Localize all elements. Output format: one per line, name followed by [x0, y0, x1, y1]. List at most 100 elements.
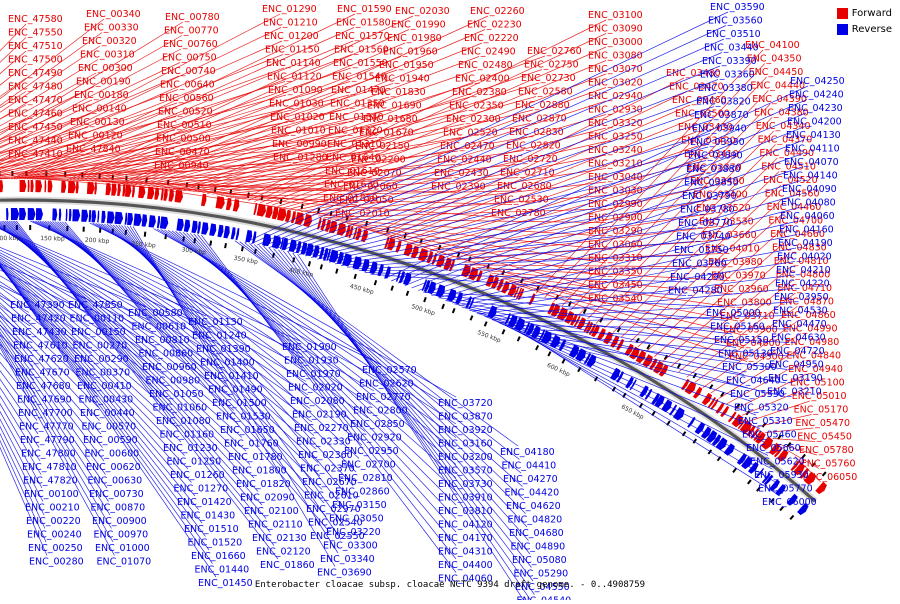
reverse-top-a-label: ENC_03870: [694, 110, 749, 121]
feature-mark: [548, 352, 550, 356]
reverse-bottom-f-label: ENC_03690: [317, 568, 372, 579]
forward-left-a-label: ENC_47490: [8, 68, 63, 79]
reverse-bottom-h-label: ENC_04270: [503, 474, 558, 485]
reverse-bottom-i-label: ENC_05320: [734, 403, 789, 414]
reverse-top-b-label: ENC_04250: [790, 76, 845, 87]
forward-mid-a-label: ENC_01980: [387, 33, 442, 44]
forward-right-a-label: ENC_02930: [588, 105, 643, 116]
reverse-bottom-i-label: ENC_05930: [754, 470, 809, 481]
reverse-swatch: [837, 24, 848, 35]
reverse-bottom-e-label: ENC_02330: [296, 437, 351, 448]
legend: Forward Reverse: [837, 8, 892, 40]
forward-right-a-label: ENC_03100: [588, 10, 643, 21]
reverse-bottom-f-label: ENC_02920: [347, 433, 402, 444]
reverse-bottom-i-label: ENC_05150: [714, 335, 769, 346]
forward-left-a-label: ENC_47510: [8, 41, 63, 52]
forward-gene-arrow: [122, 184, 125, 196]
reverse-bottom-i-label: ENC_05770: [758, 484, 813, 495]
reverse-gene-arrow: [149, 215, 156, 228]
forward-gene-arrow: [111, 184, 117, 196]
forward-right-a-label: ENC_03210: [588, 159, 643, 170]
forward-gene-arrow: [272, 207, 278, 220]
forward-left-c-label: ENC_00770: [164, 26, 219, 37]
reverse-bottom-i-label: ENC_05000: [706, 308, 761, 319]
reverse-bottom-b-label: ENC_00630: [88, 476, 143, 487]
reverse-gene-arrow: [11, 208, 19, 220]
reverse-gene-arrow: [59, 209, 62, 221]
forward-mid-b-label: ENC_02230: [467, 20, 522, 31]
forward-left-b-label: ENC_00120: [68, 131, 123, 142]
feature-mark: [165, 234, 166, 239]
reverse-bottom-h-label: ENC_05290: [514, 569, 569, 580]
forward-left-c-label: ENC_00780: [165, 12, 220, 23]
forward-gene-arrow: [28, 180, 30, 192]
feature-mark: [424, 297, 426, 302]
forward-right-a-label: ENC_03250: [588, 132, 643, 143]
reverse-bottom-h-label: ENC_04820: [508, 515, 563, 526]
reverse-gene-arrow: [209, 223, 216, 236]
forward-left-a-label: ENC_47460: [8, 109, 63, 120]
forward-gene-arrow: [61, 181, 66, 193]
reverse-bottom-b-label: ENC_00900: [92, 516, 147, 527]
legend-reverse-label: Reverse: [852, 24, 892, 35]
reverse-top-b-label: ENC_04240: [789, 90, 844, 101]
reverse-gene-arrow: [115, 212, 124, 225]
reverse-gene-arrow: [157, 216, 160, 228]
forward-left-a-label: ENC_47580: [8, 14, 63, 25]
forward-left-a-label: ENC_47500: [8, 55, 63, 66]
reverse-bottom-i-label: ENC_05160: [710, 322, 765, 333]
forward-right-b-label: ENC_03800: [717, 298, 772, 309]
forward-gene-arrow: [48, 180, 53, 192]
reverse-top-a-label: ENC_03820: [696, 97, 751, 108]
reverse-gene-arrow: [19, 208, 26, 220]
legend-forward: Forward: [837, 8, 892, 19]
coordinate-tick-label: 350 kbp: [233, 255, 258, 266]
forward-gene-arrow: [35, 180, 42, 192]
reverse-gene-arrow: [191, 221, 197, 234]
forward-gene-arrow: [20, 180, 27, 192]
feature-mark: [321, 264, 322, 269]
forward-gene-arrow: [87, 182, 95, 194]
coordinate-tick-label: 200 kbp: [85, 237, 110, 245]
reverse-gene-arrow: [89, 210, 92, 222]
forward-gene-arrow: [277, 208, 286, 221]
feature-mark: [536, 345, 538, 349]
coordinate-tick-label: 450 kbp: [349, 283, 375, 296]
reverse-bottom-b-label: ENC_01070: [97, 557, 152, 568]
reverse-gene-arrow: [384, 266, 391, 278]
feature-mark: [485, 322, 487, 327]
reverse-gene-arrow: [201, 222, 208, 235]
forward-left-a-label: ENC_47480: [8, 82, 63, 93]
forward-right-c-label: ENC_06050: [803, 472, 858, 483]
forward-right-c-label: ENC_05780: [799, 445, 854, 456]
reverse-gene-arrow: [97, 211, 99, 223]
forward-mid-c-label: ENC_02750: [524, 60, 579, 71]
coordinate-tick-label: 500 kbp: [410, 303, 436, 317]
reverse-top-b-label: ENC_04190: [778, 238, 833, 249]
reverse-gene-arrow: [217, 225, 223, 238]
forward-mid-a-label: ENC_01670: [359, 128, 414, 139]
reverse-top-a-label: ENC_03440: [704, 43, 759, 54]
reverse-bottom-a-label: ENC_00250: [28, 543, 83, 554]
forward-left-a-label: ENC_47550: [8, 28, 63, 39]
legend-reverse: Reverse: [837, 24, 892, 35]
reverse-bottom-f-label: ENC_03220: [326, 527, 381, 538]
feature-mark: [302, 204, 303, 209]
reverse-top-b-label: ENC_04210: [776, 265, 831, 276]
reverse-top-b-label: ENC_04160: [779, 225, 834, 236]
feature-mark: [336, 269, 337, 274]
forward-gene-arrow: [125, 185, 131, 197]
reverse-gene-arrow: [101, 211, 105, 223]
reverse-top-b-label: ENC_04020: [777, 252, 832, 263]
reverse-top-b-label: ENC_04200: [787, 117, 842, 128]
reverse-gene-arrow: [81, 210, 88, 222]
reverse-bottom-a-label: ENC_47820: [23, 476, 78, 487]
reverse-top-b-label: ENC_04070: [784, 157, 839, 168]
reverse-gene-arrow: [197, 222, 201, 234]
reverse-bottom-b-label: ENC_01000: [95, 543, 150, 554]
coordinate-tick-label: 100 kbp: [0, 235, 20, 242]
reverse-top-a-label: ENC_03390: [702, 56, 757, 67]
reverse-top-b-label: ENC_04230: [788, 103, 843, 114]
reverse-top-b-label: ENC_04080: [781, 198, 836, 209]
